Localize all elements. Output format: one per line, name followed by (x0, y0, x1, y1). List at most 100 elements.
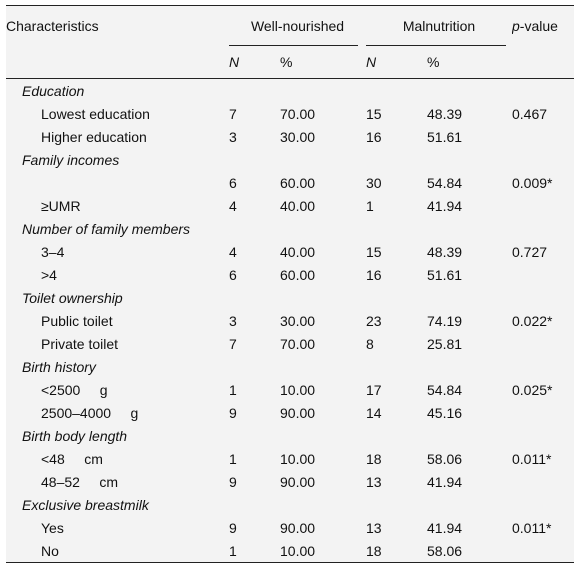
malnutrition-pct: 41.94 (427, 516, 512, 539)
row-label: >4 (6, 263, 229, 286)
characteristics-table: Characteristics Well-nourished Malnutrit… (6, 5, 574, 563)
row-label: ≥UMR (6, 194, 229, 217)
well-nourished-n: 6 (229, 171, 280, 194)
malnutrition-n: 16 (366, 125, 427, 148)
header-malnutrition: Malnutrition (366, 5, 512, 46)
p-value (512, 194, 574, 217)
well-nourished-pct: 30.00 (280, 309, 366, 332)
well-nourished-n: 7 (229, 102, 280, 125)
malnutrition-pct: 51.61 (427, 263, 512, 286)
table-body: Education Lowest education 7 70.00 15 48.39 0.… (6, 78, 574, 563)
table-row: Yes 9 90.00 13 41.94 0.011* (6, 516, 574, 539)
header-mn-n: N (366, 46, 427, 79)
table-row: <2500 g 1 10.00 17 54.84 0.025* (6, 378, 574, 401)
data-table-container: Characteristics Well-nourished Malnutrit… (6, 5, 574, 563)
malnutrition-n: 1 (366, 194, 427, 217)
malnutrition-n: 13 (366, 516, 427, 539)
row-label: 48–52 cm (6, 470, 229, 493)
well-nourished-n: 4 (229, 240, 280, 263)
table-row: 48–52 cm 9 90.00 13 41.94 (6, 470, 574, 493)
table-row: No 1 10.00 18 58.06 (6, 539, 574, 563)
p-value: 0.022* (512, 309, 574, 332)
row-label: No (6, 539, 229, 563)
header-row-2: N % N % (6, 46, 574, 79)
well-nourished-pct: 60.00 (280, 171, 366, 194)
p-value: 0.727 (512, 240, 574, 263)
well-nourished-pct: 90.00 (280, 401, 366, 424)
group-label: Birth body length (6, 424, 574, 447)
row-label: Private toilet (6, 332, 229, 355)
malnutrition-pct: 48.39 (427, 102, 512, 125)
malnutrition-pct: 58.06 (427, 447, 512, 470)
header-well-nourished: Well-nourished (229, 5, 366, 46)
header-blank (6, 46, 229, 79)
group-row: Number of family members (6, 217, 574, 240)
malnutrition-n: 14 (366, 401, 427, 424)
table-row: Public toilet 3 30.00 23 74.19 0.022* (6, 309, 574, 332)
group-row: Family incomes (6, 148, 574, 171)
well-nourished-pct: 90.00 (280, 516, 366, 539)
row-label: Public toilet (6, 309, 229, 332)
malnutrition-n: 16 (366, 263, 427, 286)
well-nourished-pct: 90.00 (280, 470, 366, 493)
row-label: 3–4 (6, 240, 229, 263)
well-nourished-pct: 40.00 (280, 240, 366, 263)
well-nourished-n: 1 (229, 378, 280, 401)
well-nourished-n: 9 (229, 401, 280, 424)
p-value (512, 470, 574, 493)
well-nourished-n: 4 (229, 194, 280, 217)
well-nourished-n: 3 (229, 309, 280, 332)
p-value (512, 263, 574, 286)
malnutrition-n: 13 (366, 470, 427, 493)
table-row: Private toilet 7 70.00 8 25.81 (6, 332, 574, 355)
p-value (512, 332, 574, 355)
header-p-italic: p (512, 18, 520, 34)
header-p-blank (512, 46, 574, 79)
malnutrition-n: 15 (366, 240, 427, 263)
table-row: >4 6 60.00 16 51.61 (6, 263, 574, 286)
well-nourished-pct: 10.00 (280, 447, 366, 470)
group-label: Exclusive breastmilk (6, 493, 574, 516)
group-label: Education (6, 78, 574, 102)
well-nourished-pct: 30.00 (280, 125, 366, 148)
group-label: Number of family members (6, 217, 574, 240)
well-nourished-n: 3 (229, 125, 280, 148)
row-label: Lowest education (6, 102, 229, 125)
malnutrition-n: 30 (366, 171, 427, 194)
header-mn-pct: % (427, 46, 512, 79)
malnutrition-pct: 54.84 (427, 378, 512, 401)
group-row: Toilet ownership (6, 286, 574, 309)
group-row: Education (6, 78, 574, 102)
well-nourished-n: 7 (229, 332, 280, 355)
row-label: Higher education (6, 125, 229, 148)
malnutrition-pct: 45.16 (427, 401, 512, 424)
group-row: Birth history (6, 355, 574, 378)
malnutrition-pct: 48.39 (427, 240, 512, 263)
malnutrition-n: 18 (366, 447, 427, 470)
row-label (6, 171, 229, 194)
well-nourished-pct: 10.00 (280, 539, 366, 563)
well-nourished-n: 9 (229, 516, 280, 539)
header-wn-pct: % (280, 46, 366, 79)
header-malnutrition-label: Malnutrition (402, 18, 476, 34)
malnutrition-pct: 58.06 (427, 539, 512, 563)
malnutrition-pct: 41.94 (427, 194, 512, 217)
table-row: 2500–4000 g 9 90.00 14 45.16 (6, 401, 574, 424)
malnutrition-n: 17 (366, 378, 427, 401)
table-row: 6 60.00 30 54.84 0.009* (6, 171, 574, 194)
well-nourished-n: 9 (229, 470, 280, 493)
group-row: Exclusive breastmilk (6, 493, 574, 516)
header-characteristics: Characteristics (6, 5, 229, 46)
row-label: <2500 g (6, 378, 229, 401)
p-value (512, 401, 574, 424)
well-nourished-n: 1 (229, 539, 280, 563)
well-nourished-n: 6 (229, 263, 280, 286)
header-p-rest: -value (519, 18, 558, 34)
table-header: Characteristics Well-nourished Malnutrit… (6, 5, 574, 79)
p-value: 0.025* (512, 378, 574, 401)
header-p-value: p-value (512, 5, 574, 46)
malnutrition-n: 8 (366, 332, 427, 355)
table-row: Lowest education 7 70.00 15 48.39 0.467 (6, 102, 574, 125)
group-label: Birth history (6, 355, 574, 378)
p-value: 0.009* (512, 171, 574, 194)
